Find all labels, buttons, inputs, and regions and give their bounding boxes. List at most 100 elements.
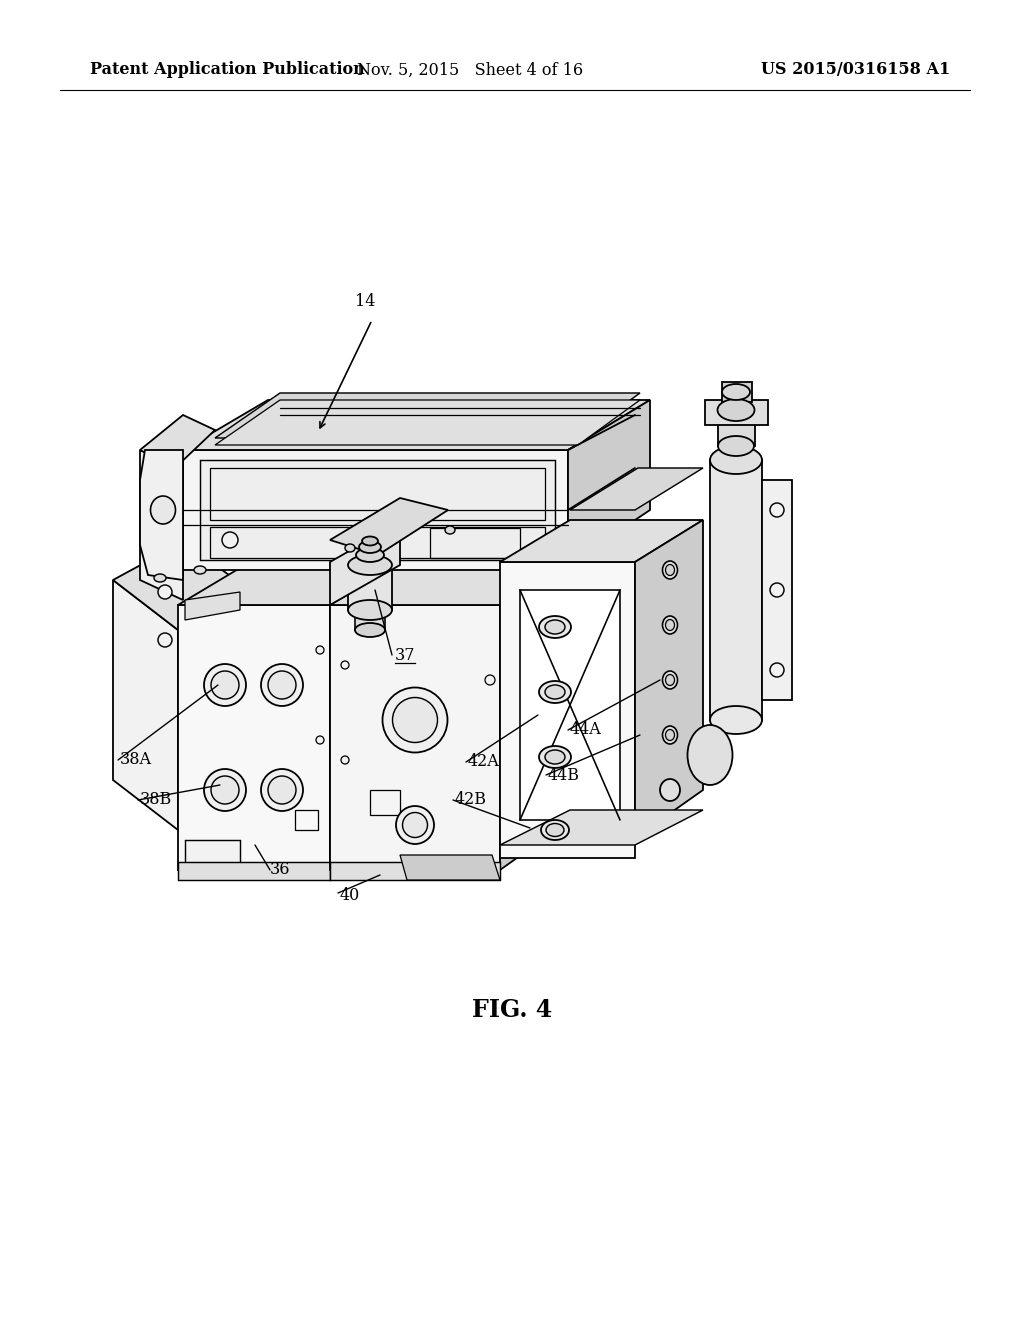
Ellipse shape bbox=[341, 756, 349, 764]
Ellipse shape bbox=[545, 685, 565, 700]
Text: 44B: 44B bbox=[548, 767, 580, 784]
Polygon shape bbox=[500, 810, 703, 845]
Polygon shape bbox=[705, 400, 768, 425]
Polygon shape bbox=[710, 459, 762, 719]
Ellipse shape bbox=[396, 807, 434, 843]
Ellipse shape bbox=[666, 619, 675, 631]
Polygon shape bbox=[140, 414, 215, 469]
Polygon shape bbox=[185, 840, 240, 865]
Ellipse shape bbox=[445, 525, 455, 535]
Ellipse shape bbox=[359, 541, 381, 553]
Ellipse shape bbox=[666, 565, 675, 576]
Polygon shape bbox=[718, 411, 755, 446]
Ellipse shape bbox=[546, 824, 564, 837]
Polygon shape bbox=[330, 862, 500, 880]
Polygon shape bbox=[500, 562, 635, 858]
Text: 44A: 44A bbox=[570, 722, 602, 738]
Polygon shape bbox=[500, 520, 703, 562]
Ellipse shape bbox=[268, 776, 296, 804]
Ellipse shape bbox=[770, 663, 784, 677]
Ellipse shape bbox=[660, 779, 680, 801]
Polygon shape bbox=[185, 591, 240, 620]
Ellipse shape bbox=[666, 730, 675, 741]
Text: 42B: 42B bbox=[455, 792, 487, 808]
Ellipse shape bbox=[261, 770, 303, 810]
Polygon shape bbox=[140, 450, 183, 579]
Ellipse shape bbox=[663, 561, 678, 579]
Polygon shape bbox=[113, 579, 178, 830]
Polygon shape bbox=[635, 520, 703, 838]
Polygon shape bbox=[178, 562, 400, 605]
Ellipse shape bbox=[770, 583, 784, 597]
Ellipse shape bbox=[545, 750, 565, 764]
Polygon shape bbox=[330, 562, 400, 870]
Polygon shape bbox=[500, 562, 570, 870]
Ellipse shape bbox=[539, 746, 571, 768]
Polygon shape bbox=[330, 605, 500, 870]
Text: Nov. 5, 2015   Sheet 4 of 16: Nov. 5, 2015 Sheet 4 of 16 bbox=[357, 62, 583, 78]
Ellipse shape bbox=[222, 532, 238, 548]
Polygon shape bbox=[178, 862, 330, 880]
Text: 38A: 38A bbox=[120, 751, 152, 768]
Ellipse shape bbox=[316, 645, 324, 653]
Ellipse shape bbox=[316, 737, 324, 744]
Text: 40: 40 bbox=[340, 887, 360, 903]
Ellipse shape bbox=[268, 671, 296, 700]
Ellipse shape bbox=[710, 446, 762, 474]
Text: FIG. 4: FIG. 4 bbox=[472, 998, 552, 1022]
Text: 37: 37 bbox=[395, 647, 416, 664]
Ellipse shape bbox=[348, 554, 392, 576]
Ellipse shape bbox=[722, 384, 750, 400]
Polygon shape bbox=[330, 498, 449, 554]
Ellipse shape bbox=[539, 681, 571, 704]
Ellipse shape bbox=[158, 634, 172, 647]
Ellipse shape bbox=[663, 616, 678, 634]
Polygon shape bbox=[570, 469, 703, 510]
Polygon shape bbox=[178, 605, 330, 870]
Ellipse shape bbox=[402, 813, 427, 837]
Ellipse shape bbox=[392, 697, 437, 742]
Ellipse shape bbox=[666, 675, 675, 685]
Polygon shape bbox=[183, 400, 650, 450]
Ellipse shape bbox=[362, 536, 378, 545]
Ellipse shape bbox=[204, 664, 246, 706]
Ellipse shape bbox=[710, 706, 762, 734]
Ellipse shape bbox=[718, 436, 754, 455]
Polygon shape bbox=[178, 590, 250, 830]
Text: US 2015/0316158 A1: US 2015/0316158 A1 bbox=[761, 62, 950, 78]
Ellipse shape bbox=[151, 496, 175, 524]
Polygon shape bbox=[355, 610, 385, 630]
Text: 38B: 38B bbox=[140, 792, 172, 808]
Ellipse shape bbox=[194, 566, 206, 574]
Polygon shape bbox=[348, 565, 392, 610]
Polygon shape bbox=[215, 393, 640, 438]
Polygon shape bbox=[113, 543, 250, 630]
Ellipse shape bbox=[211, 671, 239, 700]
Ellipse shape bbox=[341, 661, 349, 669]
Polygon shape bbox=[568, 400, 650, 565]
Ellipse shape bbox=[663, 671, 678, 689]
Text: 14: 14 bbox=[355, 293, 376, 310]
Ellipse shape bbox=[261, 664, 303, 706]
Ellipse shape bbox=[355, 623, 385, 638]
Ellipse shape bbox=[154, 574, 166, 582]
Ellipse shape bbox=[545, 620, 565, 634]
Ellipse shape bbox=[158, 585, 172, 599]
Polygon shape bbox=[330, 562, 570, 605]
Ellipse shape bbox=[687, 725, 732, 785]
Ellipse shape bbox=[539, 616, 571, 638]
Polygon shape bbox=[520, 590, 620, 820]
Ellipse shape bbox=[356, 548, 384, 562]
Ellipse shape bbox=[770, 503, 784, 517]
Text: Patent Application Publication: Patent Application Publication bbox=[90, 62, 365, 78]
Ellipse shape bbox=[348, 601, 392, 620]
Ellipse shape bbox=[345, 544, 355, 552]
Ellipse shape bbox=[204, 770, 246, 810]
Ellipse shape bbox=[211, 776, 239, 804]
Text: 36: 36 bbox=[270, 862, 291, 879]
Ellipse shape bbox=[663, 726, 678, 744]
Ellipse shape bbox=[541, 820, 569, 840]
Polygon shape bbox=[140, 450, 183, 601]
Polygon shape bbox=[330, 521, 400, 605]
Polygon shape bbox=[215, 400, 640, 445]
